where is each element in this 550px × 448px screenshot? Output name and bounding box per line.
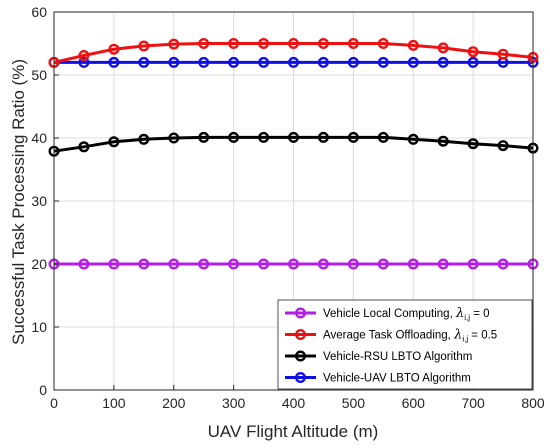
data-point [228,38,240,50]
data-point [377,258,389,270]
data-point [377,56,389,68]
legend-label: Vehicle-RSU LBTO Algorithm [323,351,472,363]
data-point [168,132,180,144]
legend-marker [295,372,307,384]
data-point [407,39,419,51]
data-point [497,48,509,60]
data-point [138,133,150,145]
data-point [228,131,240,143]
data-point [467,56,479,68]
data-point [437,56,449,68]
data-point [437,258,449,270]
data-point [78,258,90,270]
data-point [108,258,120,270]
series-group [48,38,539,270]
data-point [407,56,419,68]
data-point [108,43,120,55]
legend-entry: Vehicle Local Computing, λi,j = 0 [285,306,490,322]
data-point [467,46,479,58]
x-tick-label: 200 [162,395,186,411]
series-line [53,42,534,64]
data-point [108,136,120,148]
data-point [347,131,359,143]
x-tick-label: 100 [102,395,126,411]
data-point [228,258,240,270]
legend-marker [295,307,307,319]
legend-entry: Average Task Offloading, λi,j = 0.5 [285,328,497,344]
legend-label: Vehicle-UAV LBTO Algorithm [323,373,471,385]
x-tick-label: 300 [222,395,246,411]
data-point [317,131,329,143]
series-1 [48,38,539,68]
data-point [288,56,300,68]
data-point [138,40,150,52]
y-tick-label: 60 [31,4,47,20]
data-point [467,258,479,270]
x-tick-label: 400 [282,395,306,411]
y-axis-label: Successful Task Processing Ratio (%) [9,59,28,345]
data-point [288,258,300,270]
data-point [288,38,300,50]
data-point [317,56,329,68]
data-point [258,38,270,50]
data-point [258,258,270,270]
x-tick-label: 700 [461,395,485,411]
data-point [78,56,90,68]
y-tick-label: 40 [31,130,47,146]
data-point [467,138,479,150]
data-point [198,38,210,50]
data-point [228,56,240,68]
data-point [108,56,120,68]
data-point [407,133,419,145]
legend-label: Average Task Offloading, λi,j = 0.5 [323,328,497,344]
data-point [347,258,359,270]
x-tick-label: 0 [50,395,58,411]
data-point [168,258,180,270]
data-point [198,258,210,270]
data-point [347,56,359,68]
legend: Vehicle Local Computing, λi,j = 0 Average… [277,299,533,390]
x-tick-label: 600 [402,395,426,411]
x-tick-label: 800 [521,395,545,411]
y-tick-label: 30 [31,193,47,209]
data-point [317,38,329,50]
x-tick-label: 500 [342,395,366,411]
data-point [407,258,419,270]
data-point [258,131,270,143]
data-point [258,56,270,68]
data-point [347,38,359,50]
data-point [437,42,449,54]
x-axis-label: UAV Flight Altitude (m) [208,422,379,441]
data-point [168,38,180,50]
data-point [317,258,329,270]
y-tick-label: 0 [39,382,47,398]
data-point [288,131,300,143]
legend-box [277,299,533,390]
series-0 [48,258,539,270]
data-point [138,56,150,68]
data-point [377,131,389,143]
data-point [198,131,210,143]
series-3 [48,56,539,68]
data-point [497,258,509,270]
data-point [168,56,180,68]
data-point [78,50,90,62]
legend-marker [295,350,307,362]
data-point [437,135,449,147]
legend-marker [295,329,307,341]
data-point [377,38,389,50]
y-tick-label: 50 [31,67,47,83]
y-tick-label: 10 [31,319,47,335]
legend-entry: Vehicle-RSU LBTO Algorithm [285,350,472,363]
y-tick-label: 20 [31,256,47,272]
legend-entry: Vehicle-UAV LBTO Algorithm [285,372,471,385]
series-line [53,135,534,153]
tick-labels: 0 100 200 300 400 500 600 700 800 0 10 20 30 40 50 60 [31,4,544,411]
data-point [497,140,509,152]
legend-label: Vehicle Local Computing, λi,j = 0 [323,306,490,322]
data-point [198,56,210,68]
data-point [78,141,90,153]
data-point [138,258,150,270]
